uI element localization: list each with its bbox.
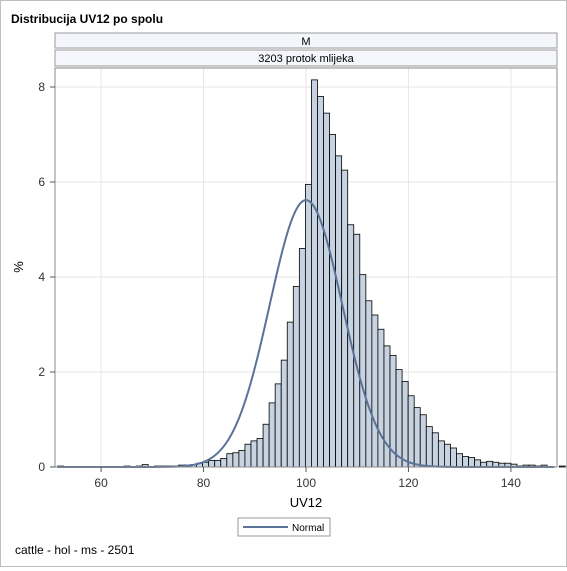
histogram-bar	[280, 359, 288, 468]
histogram-bar	[208, 459, 216, 468]
histogram-bar	[468, 457, 476, 468]
histogram-bar	[456, 453, 463, 468]
panel-header-sex: M	[301, 36, 310, 48]
histogram-bar	[250, 440, 258, 468]
x-tick-label-1: 80	[197, 476, 211, 490]
histogram-bar	[407, 395, 415, 468]
histogram-bar	[244, 443, 252, 468]
histogram-bar	[262, 423, 270, 468]
x-tick-label-3: 120	[398, 476, 418, 490]
x-tick-label-4: 140	[501, 476, 521, 490]
histogram-bar	[292, 286, 300, 468]
histogram-bars	[57, 79, 566, 468]
chart-title: Distribucija UV12 po spolu	[11, 12, 163, 26]
histogram-bar	[558, 465, 566, 468]
histogram-bar	[425, 426, 433, 468]
histogram-bar	[317, 96, 324, 468]
y-tick-label-1: 2	[38, 365, 45, 379]
histogram-bar	[377, 328, 385, 468]
panel-header-box-2	[54, 49, 558, 67]
panel-header-trait: 3203 protok mlijeka	[258, 53, 354, 65]
y-axis-label: %	[11, 261, 26, 273]
y-tick-label-2: 4	[38, 270, 45, 284]
x-tick-label-2: 100	[296, 476, 316, 490]
histogram-bar	[353, 233, 361, 468]
y-tick-label-0: 0	[38, 460, 45, 474]
y-axis-ticks: 0 2 4 6 8	[38, 80, 55, 474]
y-tick-label-4: 8	[38, 80, 45, 94]
histogram-bar	[323, 112, 330, 468]
x-axis-label: UV12	[290, 495, 323, 510]
histogram-bar	[329, 134, 337, 468]
histogram-bar	[401, 381, 409, 468]
histogram-bar	[226, 453, 234, 468]
histogram-bar	[214, 459, 222, 468]
histogram-bar	[286, 321, 294, 468]
histogram-bar	[238, 449, 246, 468]
x-axis-ticks: 60 80 100 120 140	[94, 467, 521, 490]
histogram-bar	[359, 274, 367, 468]
histogram-bar	[335, 155, 343, 468]
legend: Normal	[237, 517, 331, 537]
histogram-bar	[304, 183, 312, 468]
histogram-bar	[474, 459, 482, 468]
histogram-bar	[232, 452, 240, 468]
histogram-bar	[268, 402, 276, 468]
histogram-bar	[220, 458, 228, 468]
histogram-bar	[419, 414, 427, 468]
histogram-bar	[371, 314, 379, 468]
footnote: cattle - hol - ms - 2501	[15, 543, 135, 557]
histogram-bar	[365, 300, 373, 468]
x-tick-label-0: 60	[94, 476, 108, 490]
histogram-bar	[274, 383, 282, 468]
histogram-bar	[450, 447, 457, 468]
histogram-bar	[413, 407, 421, 468]
histogram-bar	[437, 440, 445, 468]
histogram-bar	[444, 443, 451, 468]
histogram-bar	[395, 369, 403, 468]
y-tick-label-3: 6	[38, 175, 45, 189]
legend-normal-label: Normal	[292, 523, 324, 534]
histogram-bar	[462, 456, 469, 468]
histogram-bar	[431, 432, 439, 468]
histogram-bar	[298, 248, 306, 468]
panel-header-box-1	[54, 32, 558, 49]
histogram-bar	[311, 79, 318, 468]
histogram-bar	[256, 438, 264, 468]
